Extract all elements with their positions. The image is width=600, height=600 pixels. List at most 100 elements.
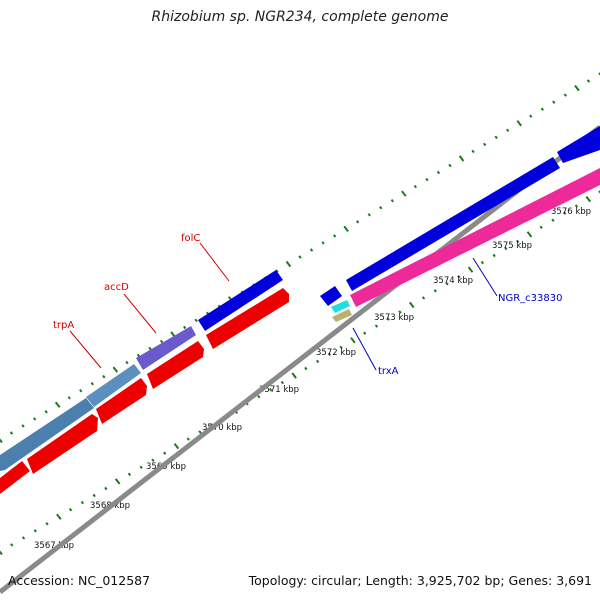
- inner-minor-tick: [327, 352, 332, 357]
- inner-minor-tick: [80, 500, 84, 505]
- outer-minor-tick: [194, 318, 198, 323]
- outer-minor-tick: [67, 396, 71, 400]
- inner-minor-tick: [374, 324, 379, 328]
- gene-accD: [136, 326, 196, 370]
- inner-minor-tick: [92, 493, 96, 498]
- inner-minor-tick: [10, 543, 14, 547]
- inner-major-tick: [291, 372, 297, 379]
- inner-minor-tick: [45, 522, 49, 526]
- gene-red-1: [0, 461, 30, 494]
- gene-features: [0, 126, 600, 494]
- gene-folC: [198, 270, 283, 331]
- outer-minor-tick: [321, 241, 325, 245]
- outer-minor-tick: [183, 325, 187, 330]
- outer-minor-tick: [471, 149, 475, 154]
- outer-minor-tick: [367, 213, 371, 217]
- gene-trxA: [331, 300, 350, 313]
- inner-minor-tick: [304, 366, 308, 371]
- gene-label-trxA: trxA: [378, 366, 399, 377]
- gene-labels: trpA accD folC trxA NGR_c33830: [53, 233, 563, 377]
- leader-folC: [199, 242, 230, 282]
- genome-summary: Topology: circular; Length: 3,925,702 bp…: [248, 573, 592, 588]
- inner-minor-tick: [127, 472, 132, 477]
- inner-major-tick: [409, 301, 415, 309]
- backbone: [0, 125, 600, 594]
- gene-red-4: [147, 341, 204, 389]
- outer-major-tick: [285, 260, 292, 268]
- inner-minor-tick: [339, 345, 343, 350]
- inner-minor-tick: [480, 260, 484, 265]
- inner-minor-tick: [151, 458, 155, 462]
- inner-minor-tick: [363, 331, 367, 335]
- outer-minor-tick: [436, 170, 441, 175]
- outer-minor-tick: [413, 184, 417, 189]
- gene-label-accD: accD: [104, 282, 129, 293]
- outer-minor-tick: [44, 410, 48, 414]
- gene-blue-long: [346, 157, 560, 291]
- inner-minor-tick: [574, 204, 579, 208]
- outer-major-tick: [343, 225, 349, 233]
- inner-minor-tick: [21, 536, 26, 540]
- outer-minor-tick: [494, 135, 498, 140]
- backbone-line: [0, 125, 600, 594]
- outer-minor-tick: [356, 220, 360, 224]
- gene-blue-right: [557, 126, 600, 163]
- outer-minor-tick: [90, 381, 94, 386]
- outer-minor-tick: [309, 248, 314, 252]
- gene-trpA-2: [86, 364, 141, 407]
- scale-label: 3567 kbp: [34, 541, 74, 551]
- inner-minor-tick: [163, 451, 167, 455]
- scale-label: 3570 kbp: [202, 423, 242, 433]
- accession-label: Accession: NC_012587: [8, 573, 151, 588]
- inner-major-tick: [56, 513, 62, 520]
- outer-minor-tick: [9, 431, 14, 435]
- inner-minor-tick: [68, 507, 73, 512]
- inner-minor-tick: [551, 218, 555, 222]
- outer-major-tick: [112, 366, 119, 373]
- tick-dots-outer: [0, 72, 600, 444]
- outer-minor-tick: [529, 114, 533, 118]
- inner-minor-tick: [280, 380, 284, 385]
- outer-major-tick: [574, 84, 580, 92]
- map-title: Rhizobium sp. NGR234, complete genome: [151, 9, 449, 25]
- gene-label-folC: folC: [181, 233, 200, 244]
- inner-minor-tick: [33, 529, 37, 533]
- inner-minor-tick: [563, 211, 567, 215]
- inner-major-tick: [467, 266, 474, 273]
- outer-minor-tick: [333, 234, 337, 238]
- inner-minor-tick: [457, 274, 461, 279]
- outer-minor-tick: [125, 360, 129, 365]
- gene-label-trpA: trpA: [53, 320, 74, 331]
- inner-minor-tick: [516, 239, 520, 244]
- outer-major-tick: [458, 155, 465, 162]
- inner-major-tick: [526, 231, 533, 238]
- scale-label: 3574 kbp: [433, 276, 473, 286]
- inner-minor-tick: [492, 253, 496, 258]
- inner-minor-tick: [398, 310, 402, 314]
- gene-red-5: [206, 288, 289, 349]
- inner-major-tick: [350, 337, 356, 344]
- inner-minor-tick: [268, 387, 273, 392]
- gene-red-3: [96, 378, 147, 424]
- outer-minor-tick: [298, 255, 302, 259]
- outer-minor-tick: [21, 424, 25, 428]
- inner-major-tick: [585, 195, 591, 203]
- gene-red-2: [27, 414, 98, 474]
- inner-major-tick: [114, 478, 121, 485]
- inner-minor-tick: [257, 394, 261, 399]
- outer-minor-tick: [540, 107, 544, 111]
- leader-accD: [123, 293, 157, 334]
- gene-blue-small: [320, 286, 342, 306]
- leader-lines: [69, 242, 498, 371]
- inner-minor-tick: [186, 437, 190, 441]
- outer-minor-tick: [159, 339, 164, 344]
- scale-label: 3572 kbp: [316, 348, 356, 358]
- scale-label: 3571 kbp: [259, 385, 299, 395]
- inner-major-tick: [0, 550, 3, 556]
- scale-label: 3576 kbp: [551, 207, 591, 217]
- outer-minor-tick: [483, 142, 487, 147]
- inner-minor-tick: [539, 225, 543, 230]
- outer-major-tick: [516, 120, 522, 127]
- outer-minor-tick: [552, 100, 556, 104]
